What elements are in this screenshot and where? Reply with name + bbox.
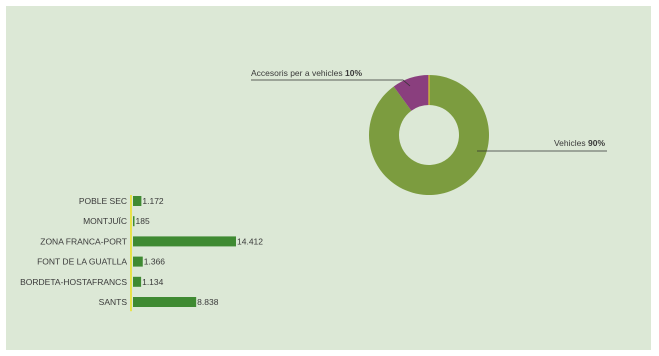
- donut-value-vehicles: 90%: [586, 138, 606, 148]
- donut-slice-1: [393, 75, 429, 111]
- bar-value-label-1: 185: [136, 216, 150, 226]
- bar-value-label-4: 1.134: [142, 277, 164, 287]
- leader-line-accesoris: [251, 79, 411, 87]
- bar-category-label-3: FONT DE LA GUATLLA: [37, 257, 127, 267]
- donut-slice-0: [369, 75, 489, 195]
- donut-label-accesoris: Accesoris per a vehicles 10%: [251, 68, 362, 78]
- bar-3: [133, 256, 143, 267]
- bar-category-label-1: MONTJUÏC: [83, 216, 127, 226]
- bar-category-label-4: BORDETA-HOSTAFRANCS: [20, 277, 127, 287]
- bar-5: [133, 297, 197, 307]
- bar-category-label-2: ZONA FRANCA-PORT: [40, 236, 127, 246]
- donut-label-accesoris-name: Accesoris per a vehicles: [251, 68, 343, 78]
- bar-value-label-0: 1.172: [142, 196, 164, 206]
- donut-value-accesoris: 10%: [343, 68, 363, 78]
- bar-category-label-5: SANTS: [99, 297, 128, 307]
- bar-2: [133, 236, 236, 247]
- bar-value-label-5: 8.838: [197, 297, 219, 307]
- donut-label-vehicles-name: Vehicles: [554, 138, 586, 148]
- bar-value-label-2: 14.412: [237, 236, 263, 246]
- donut-label-vehicles: Vehicles 90%: [554, 138, 605, 148]
- bar-0: [133, 196, 142, 206]
- bar-4: [133, 276, 142, 287]
- bar-category-label-0: POBLE SEC: [79, 196, 127, 206]
- chart-panel: [6, 6, 651, 350]
- bar-1: [133, 216, 135, 227]
- bar-value-label-3: 1.366: [144, 257, 166, 267]
